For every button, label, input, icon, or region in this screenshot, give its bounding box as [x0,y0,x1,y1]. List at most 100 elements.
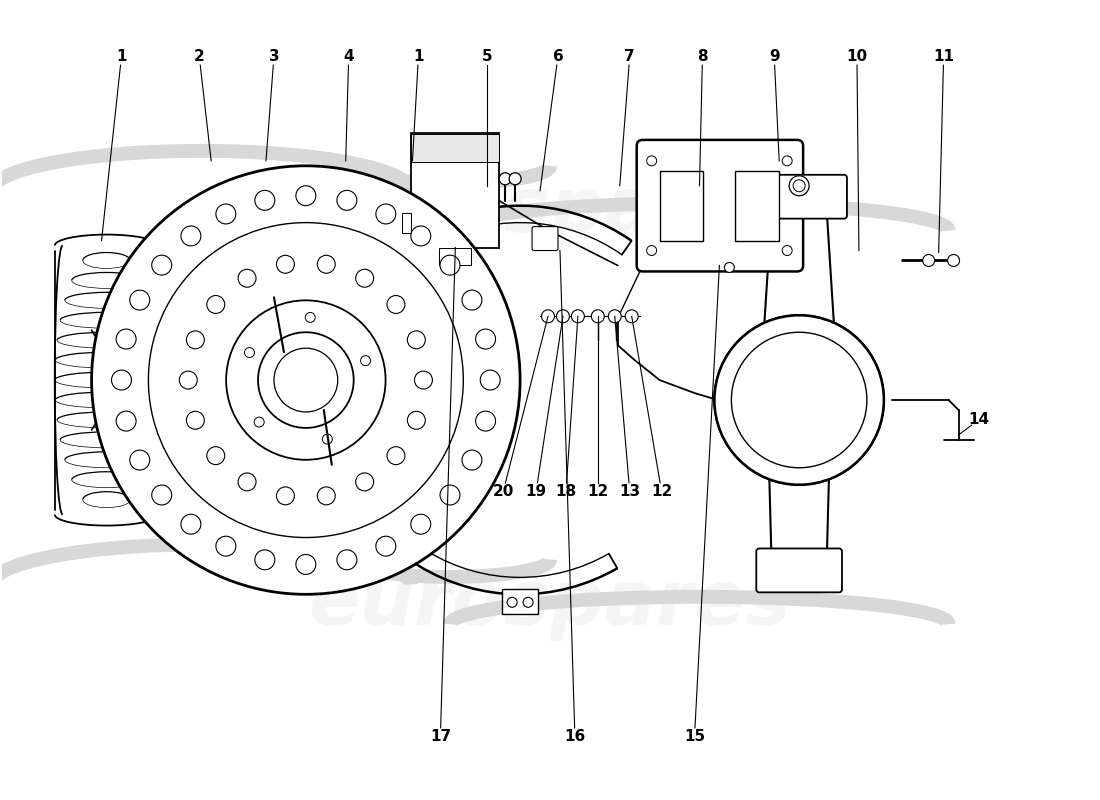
Circle shape [337,550,356,570]
Circle shape [305,313,316,322]
Circle shape [625,310,638,322]
Circle shape [387,295,405,314]
Circle shape [355,270,374,287]
Circle shape [475,329,496,349]
Circle shape [254,417,264,427]
Text: 6: 6 [552,49,563,64]
Bar [660,170,704,241]
Circle shape [462,450,482,470]
Text: eurospares: eurospares [309,174,791,248]
Circle shape [207,446,224,465]
Circle shape [91,166,520,594]
Text: 13: 13 [619,484,640,499]
Circle shape [152,485,172,505]
Text: 16: 16 [564,730,585,744]
Circle shape [238,473,256,491]
Text: 2: 2 [194,49,205,64]
Circle shape [462,290,482,310]
Text: 10: 10 [846,49,868,64]
Text: 9: 9 [769,49,780,64]
Circle shape [557,310,570,322]
Circle shape [782,156,792,166]
Circle shape [180,514,201,534]
Circle shape [179,371,197,389]
Text: 1: 1 [414,49,424,64]
Circle shape [227,300,386,460]
Circle shape [475,411,496,431]
Circle shape [782,246,792,255]
Bar [736,170,779,241]
Circle shape [255,550,275,570]
Text: 12: 12 [651,484,672,499]
Circle shape [130,290,150,310]
Circle shape [410,514,431,534]
Circle shape [440,485,460,505]
Circle shape [376,204,396,224]
Circle shape [117,411,136,431]
Circle shape [117,329,136,349]
Text: 17: 17 [430,730,451,744]
Circle shape [130,450,150,470]
Bar [439,247,471,266]
Circle shape [407,411,426,430]
Polygon shape [503,590,538,614]
Circle shape [361,356,371,366]
Circle shape [152,255,172,275]
Circle shape [947,254,959,266]
Circle shape [258,332,354,428]
Circle shape [509,173,521,185]
Circle shape [415,371,432,389]
Bar [402,213,411,233]
FancyBboxPatch shape [637,140,803,271]
FancyBboxPatch shape [757,549,842,592]
Circle shape [180,226,201,246]
Circle shape [216,536,235,556]
Text: 12: 12 [587,484,608,499]
Circle shape [571,310,584,322]
Circle shape [376,536,396,556]
Text: 14: 14 [968,413,989,427]
Circle shape [238,270,256,287]
Text: 8: 8 [697,49,707,64]
Text: eurospares: eurospares [309,567,791,642]
Circle shape [387,446,405,465]
Text: 3: 3 [268,49,279,64]
FancyBboxPatch shape [751,174,847,218]
Circle shape [789,176,810,196]
Circle shape [216,204,235,224]
Circle shape [274,348,338,412]
Circle shape [524,598,534,607]
Bar [411,133,499,247]
Circle shape [186,331,205,349]
Circle shape [276,255,295,274]
Text: 11: 11 [933,49,954,64]
Text: 7: 7 [625,49,635,64]
Circle shape [355,473,374,491]
Circle shape [296,186,316,206]
Circle shape [148,222,463,538]
Text: 19: 19 [526,484,547,499]
Circle shape [296,554,316,574]
Text: 18: 18 [556,484,576,499]
Circle shape [111,370,132,390]
Circle shape [255,190,275,210]
Circle shape [440,255,460,275]
Circle shape [647,156,657,166]
Circle shape [207,295,224,314]
Circle shape [714,315,883,485]
Circle shape [322,434,332,444]
Circle shape [647,246,657,255]
Circle shape [592,310,604,322]
Circle shape [725,262,735,273]
Circle shape [507,598,517,607]
Circle shape [499,173,512,185]
Circle shape [714,315,883,485]
Circle shape [317,487,336,505]
Circle shape [732,332,867,468]
Circle shape [244,347,254,358]
Circle shape [337,190,356,210]
Circle shape [410,226,431,246]
Circle shape [793,180,805,192]
Circle shape [923,254,935,266]
Circle shape [608,310,622,322]
